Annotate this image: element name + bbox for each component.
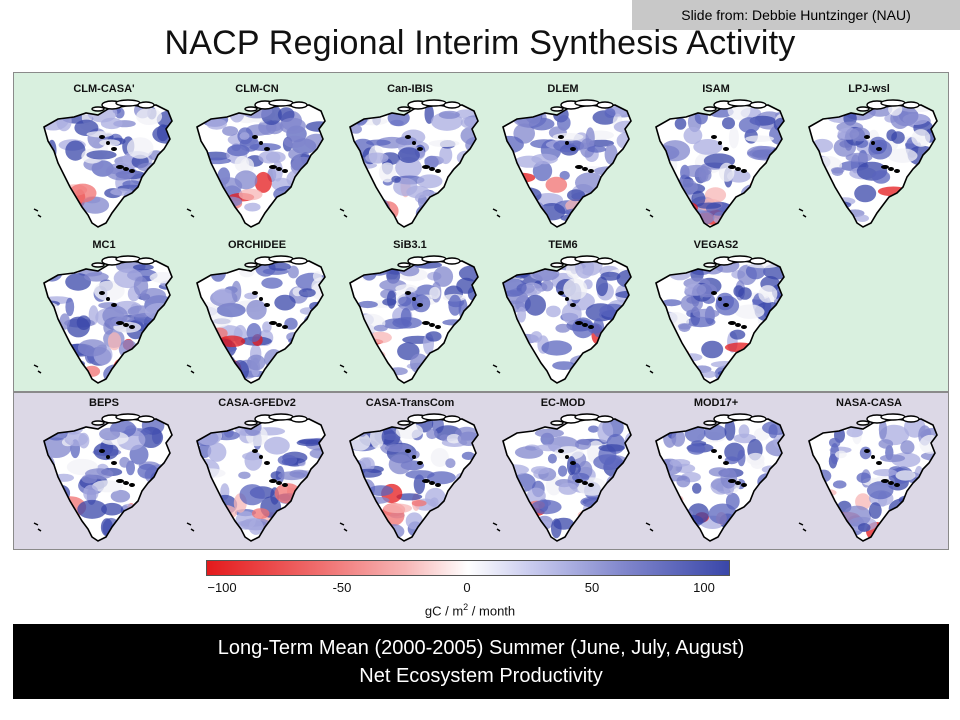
colorbar-gradient	[206, 560, 730, 576]
colorbar-tick: -50	[332, 580, 352, 595]
north-america-map	[492, 99, 632, 228]
colorbar-tick: 100	[693, 580, 715, 595]
model-label: BEPS	[89, 397, 119, 409]
model-label: ORCHIDEE	[227, 239, 287, 251]
north-america-map	[645, 413, 785, 542]
caption-line-2: Net Ecosystem Productivity	[359, 664, 603, 687]
model-label: CASA-GFEDv2	[218, 397, 296, 409]
model-label: LPJ-wsl	[848, 83, 890, 95]
model-label: VEGAS2	[693, 239, 739, 251]
prognostic-models-panel: CLM-CASA' CLM-CN Can-IBIS DLEM ISAM LPJ-…	[13, 72, 949, 392]
colorbar-tick: 0	[463, 580, 471, 595]
model-label: CASA-TransCom	[365, 397, 455, 409]
colorbar: −100 -50 0 50 100 gC / m2 / month	[200, 558, 740, 622]
unit-text: gC / m	[424, 603, 464, 619]
north-america-map	[798, 413, 938, 542]
model-label: CLM-CN	[235, 83, 279, 95]
model-label: NASA-CASA	[836, 397, 902, 409]
north-america-map	[339, 413, 479, 542]
slide-title: NACP Regional Interim Synthesis Activity	[164, 24, 796, 62]
north-america-map	[492, 413, 632, 542]
model-label: ISAM	[702, 83, 730, 95]
north-america-map	[33, 99, 173, 228]
colorbar-tick: −100	[207, 580, 237, 595]
caption-box: Long-Term Mean (2000-2005) Summer (June,…	[13, 624, 949, 699]
north-america-map	[186, 99, 326, 228]
model-label: CLM-CASA'	[73, 83, 135, 95]
north-america-map	[33, 413, 173, 542]
north-america-map	[33, 255, 173, 384]
north-america-map	[492, 255, 632, 384]
north-america-map	[645, 99, 785, 228]
north-america-map	[186, 413, 326, 542]
slide-credit: Slide from: Debbie Huntzinger (NAU)	[632, 0, 960, 30]
model-label: EC-MOD	[540, 397, 586, 409]
north-america-map	[186, 255, 326, 384]
caption-line-1: Long-Term Mean (2000-2005) Summer (June,…	[217, 636, 745, 659]
north-america-map	[645, 255, 785, 384]
colorbar-unit: gC / m2 / month	[200, 602, 740, 618]
unit-text: / month	[468, 603, 516, 619]
model-label: TEM6	[548, 239, 578, 251]
model-label: MOD17+	[693, 397, 739, 409]
unit-exponent: 2	[463, 602, 469, 612]
model-label: DLEM	[547, 83, 579, 95]
model-label: SiB3.1	[393, 239, 427, 251]
diagnostic-models-panel: BEPS CASA-GFEDv2 CASA-TransCom EC-MOD MO…	[13, 392, 949, 550]
colorbar-tick: 50	[584, 580, 600, 595]
model-label: Can-IBIS	[387, 83, 433, 95]
model-label: MC1	[92, 239, 116, 251]
north-america-map	[339, 99, 479, 228]
north-america-map	[798, 99, 938, 228]
north-america-map	[339, 255, 479, 384]
